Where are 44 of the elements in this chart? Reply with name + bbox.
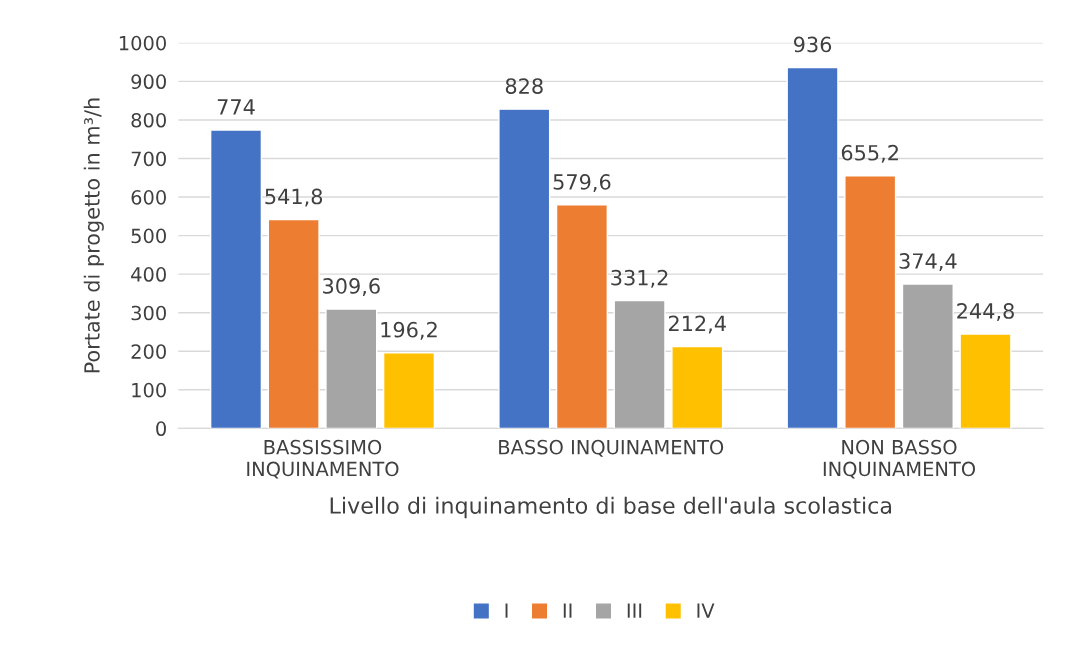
y-tick-label: 300 [131, 305, 166, 321]
data-label: 196,2 [381, 321, 437, 340]
y-tick-label: 400 [131, 267, 166, 282]
y-tick-label: 600 [131, 190, 166, 205]
x-tick-label: BASSISSIMO INQUINAMENTO [247, 439, 399, 479]
data-label: 936 [793, 36, 832, 53]
y-tick-label: 800 [131, 112, 166, 128]
bar [786, 66, 839, 429]
y-tick-label: 200 [131, 344, 166, 359]
bar [267, 218, 320, 429]
bar [382, 352, 436, 429]
data-label: 331,2 [611, 269, 668, 288]
y-tick-label: 500 [131, 228, 166, 244]
legend-label: III [627, 603, 642, 618]
bar [901, 283, 954, 429]
data-label: 541,8 [265, 188, 323, 207]
y-tick-label: 100 [132, 382, 166, 398]
legend-label: II [563, 603, 572, 618]
data-label: 374,4 [899, 253, 957, 271]
data-label: 655,2 [841, 144, 898, 163]
x-tick-label: BASSO INQUINAMENTO [499, 439, 724, 457]
bar [209, 129, 263, 429]
y-tick-label: 1000 [119, 35, 166, 51]
y-tick-label: 900 [131, 74, 166, 90]
data-label: 212,4 [668, 315, 726, 334]
bar [498, 108, 551, 429]
data-label: 244,8 [957, 303, 1014, 321]
bar [844, 175, 897, 429]
x-tick-label: NON BASSO INQUINAMENTO [823, 439, 976, 479]
data-label: 309,6 [323, 278, 380, 296]
bar [613, 299, 666, 429]
legend-label: I [505, 603, 508, 618]
data-label: 579,6 [553, 174, 611, 192]
bar [325, 308, 378, 429]
bar [671, 345, 724, 429]
y-tick-label: 700 [131, 151, 166, 167]
y-tick-label: 0 [156, 421, 166, 437]
x-axis-title: Livello di inquinamento di base dell'aula scolastica [330, 496, 891, 519]
bar [555, 204, 609, 429]
y-axis-title: Portate di progetto in m³/h [83, 98, 104, 373]
legend-label: IV [697, 603, 715, 618]
data-label: 828 [505, 78, 543, 94]
bar [959, 333, 1012, 429]
data-label: 774 [217, 99, 255, 115]
